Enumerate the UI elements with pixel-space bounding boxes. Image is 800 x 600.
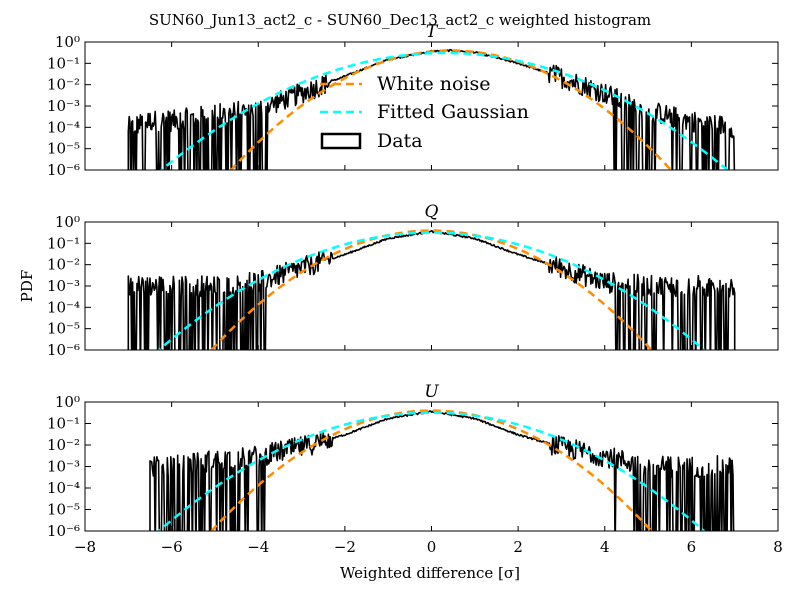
x-tick-label: 0 [427,538,437,556]
x-tick-label: −2 [334,538,356,556]
y-tick-label: 10⁻² [47,436,80,454]
white-noise-curve [209,409,654,531]
legend: White noise Fitted Gaussian Data [320,73,529,152]
y-tick-label: 10⁻¹ [47,415,80,433]
x-axis-label: Weighted difference [σ] [340,564,520,582]
plot-area [127,229,736,350]
panels: 10⁰10⁻¹10⁻²10⁻³10⁻⁴10⁻⁵10⁻⁶T10⁰10⁻¹10⁻²1… [47,22,783,556]
y-tick-label: 10⁻⁵ [47,140,80,158]
data-histogram [149,410,735,531]
x-tick-label: 4 [600,538,610,556]
plot-area [127,48,736,170]
white-noise-curve [209,229,654,350]
x-tick-label: −6 [161,538,183,556]
y-tick-label: 10⁻² [47,256,80,274]
fitted-gaussian-curve [159,51,730,170]
x-tick-label: −4 [247,538,269,556]
data-histogram [127,230,736,350]
panel-title: Q [425,202,439,222]
y-tick-label: 10⁻⁶ [47,341,80,359]
y-tick-label: 10⁻⁵ [47,320,80,338]
y-tick-label: 10⁻³ [47,458,80,476]
panel-q: 10⁰ 10⁻¹ 10⁻² 10⁻³ 10⁻⁴ 10⁻⁵ 10⁻⁶ Q [47,202,779,359]
plot-area [149,409,735,531]
y-tick-label: 10⁻⁴ [47,118,80,136]
panel-u: −8 −6 −4 −2 0 2 4 6 8 10⁰ 10⁻¹ 10⁻² 10⁻³ 10⁻⁴ 10⁻⁵ 10⁻⁶… [47,382,783,556]
y-tick-label: 10⁰ [55,213,80,231]
y-tick-label: 10⁻⁴ [47,479,80,497]
y-tick-label: 10⁻⁵ [47,501,80,519]
legend-white-noise-label: White noise [377,73,491,95]
y-tick-label: 10⁻¹ [47,234,80,252]
y-tick-label: 10⁻² [47,76,80,94]
y-tick-label: 10⁻⁶ [47,161,80,179]
panel-t: 10⁰ 10⁻¹ 10⁻² 10⁻³ 10⁻⁴ 10⁻⁵ 10⁻⁶ T [47,22,779,179]
y-tick-label: 10⁻⁴ [47,298,80,316]
white-noise-curve [229,49,673,170]
y-tick-label: 10⁻³ [47,97,80,115]
legend-data-label: Data [377,130,423,152]
x-tick-label: 6 [687,538,697,556]
x-tick-label: 2 [513,538,523,556]
y-tick-label: 10⁰ [55,393,80,411]
y-tick-label: 10⁻¹ [47,54,80,72]
x-tick-label: 8 [773,538,783,556]
x-tick-label: −8 [74,538,96,556]
y-tick-label: 10⁻³ [47,277,80,295]
y-tick-label: 10⁻⁶ [47,522,80,540]
y-tick-label: 10⁰ [55,33,80,51]
legend-fitted-gaussian-label: Fitted Gaussian [377,101,529,123]
y-axis-label: PDF [18,270,36,303]
figure-title: SUN60_Jun13_act2_c - SUN60_Dec13_act2_c … [149,11,651,29]
panel-title: T [426,22,439,42]
panel-title: U [424,382,439,402]
legend-data-swatch [320,132,362,150]
